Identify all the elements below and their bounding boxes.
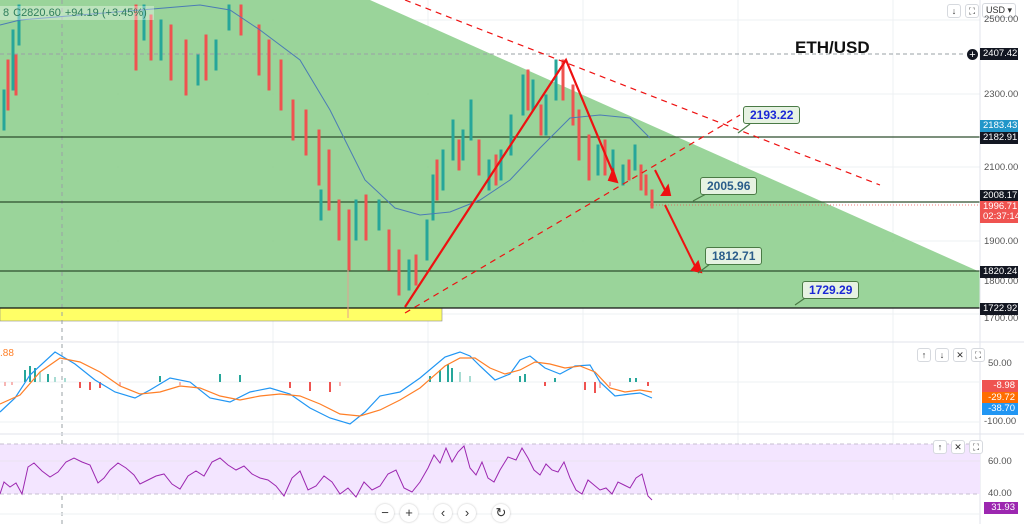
macd-tick-minus100: -100.00	[984, 416, 1017, 427]
tick-2100: 2100.00	[984, 162, 1019, 173]
chart-navigation: − + ‹ › ↻	[376, 504, 510, 522]
plus-icon[interactable]: +	[966, 48, 979, 61]
macd-legend: .88	[0, 348, 14, 359]
currency-select[interactable]: USD ▾	[981, 3, 1016, 18]
macd-tick-50: 50.00	[988, 358, 1012, 369]
macd-pane-controls: ↑ ↓ ✕ ⛶	[917, 348, 985, 362]
legend-prefix: 8	[3, 7, 10, 19]
rsi-up-button[interactable]: ↑	[933, 440, 947, 454]
callout-1729[interactable]: 1729.29	[802, 281, 860, 299]
maximize-button[interactable]: ⛶	[965, 4, 979, 18]
tick-1800: 1800.00	[984, 276, 1019, 287]
signal-line	[0, 357, 653, 417]
main-pane-controls: ↓ ⛶	[947, 4, 979, 18]
rsi-maximize-button[interactable]: ⛶	[969, 440, 983, 454]
callout-2193[interactable]: 2193.22	[743, 106, 801, 124]
rsi-band	[0, 444, 980, 494]
callout-2005[interactable]: 2005.96	[700, 177, 758, 195]
rsi-line	[0, 445, 653, 501]
scroll-right-button[interactable]: ›	[458, 504, 476, 522]
descending-triangle-zone	[0, 0, 980, 308]
lower-dashed-trendline	[404, 114, 741, 314]
tag-1820: 1820.24	[980, 266, 1018, 278]
macd-line	[0, 351, 653, 425]
rally-trendline	[404, 57, 618, 308]
rsi-close-button[interactable]: ✕	[951, 440, 965, 454]
macd-line-tag: -38.70	[982, 403, 1018, 415]
reset-chart-button[interactable]: ↻	[492, 504, 510, 522]
macd-signal-tag: -29.72	[982, 392, 1018, 404]
tag-high: 2407.42	[980, 48, 1018, 60]
macd-down-button[interactable]: ↓	[935, 348, 949, 362]
zoom-out-button[interactable]: −	[376, 504, 394, 522]
macd-maximize-button[interactable]: ⛶	[971, 348, 985, 362]
rsi-tag: 31.93	[984, 502, 1018, 514]
callout-1812[interactable]: 1812.71	[705, 247, 763, 265]
projection-arrows	[607, 167, 703, 274]
tick-2300: 2300.00	[984, 89, 1019, 100]
tag-1722: 1722.92	[980, 303, 1018, 315]
macd-close-button[interactable]: ✕	[953, 348, 967, 362]
close-value: C2820.60	[13, 7, 61, 19]
tag-ma: 2183.43	[980, 120, 1018, 132]
tag-countdown: 02:37:14	[980, 211, 1020, 223]
support-zone	[0, 307, 443, 322]
tick-1700: 1700.00	[984, 313, 1019, 324]
macd-histogram	[4, 364, 649, 393]
macd-pane	[0, 351, 980, 425]
rsi-tick-60: 60.00	[988, 456, 1012, 467]
moving-average	[0, 4, 651, 216]
rsi-pane-controls: ↑ ✕ ⛶	[933, 440, 983, 454]
tag-2182: 2182.91	[980, 132, 1018, 144]
ohlc-legend: 8 C2820.60 +94.19 (+3.45%)	[0, 6, 154, 20]
rsi-tick-40: 40.00	[988, 488, 1012, 499]
macd-up-button[interactable]: ↑	[917, 348, 931, 362]
rsi-pane	[0, 443, 980, 515]
zoom-in-button[interactable]: +	[400, 504, 418, 522]
upper-dashed-trendline	[404, 0, 881, 186]
move-down-button[interactable]: ↓	[947, 4, 961, 18]
tick-2500: 2500.00	[984, 14, 1019, 25]
change-value: +94.19 (+3.45%)	[64, 7, 147, 19]
scroll-left-button[interactable]: ‹	[434, 504, 452, 522]
candles	[2, 4, 654, 318]
chart-title: ETH/USD	[795, 38, 870, 57]
tag-2008: 2008.17	[980, 190, 1018, 202]
macd-hist-tag: -8.98	[982, 380, 1018, 392]
tick-1900: 1900.00	[984, 236, 1019, 247]
tag-last-price: 1996.71	[980, 201, 1018, 213]
